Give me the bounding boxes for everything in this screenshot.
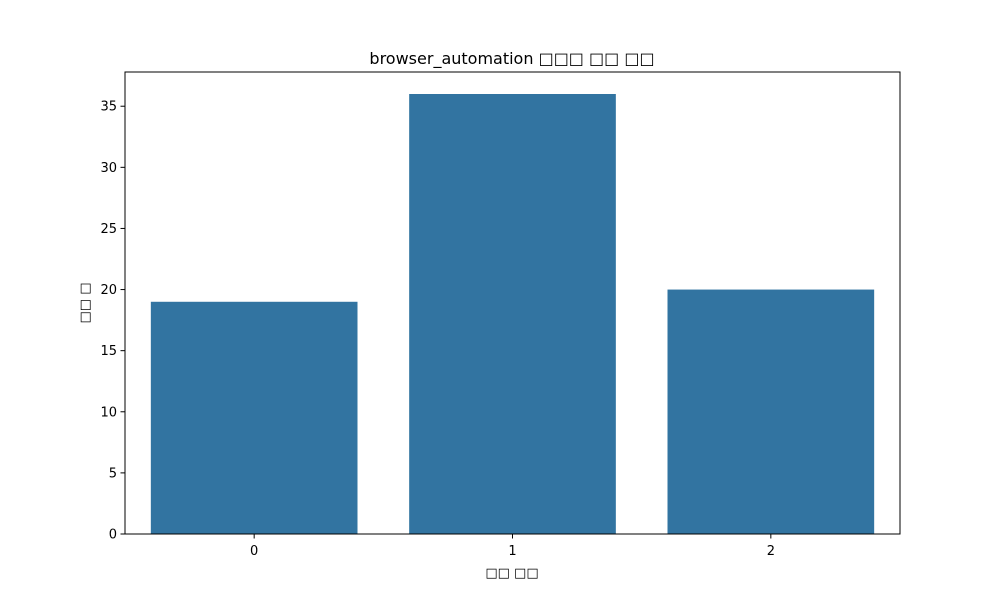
y-tick-label: 35	[100, 100, 117, 115]
x-tick-label: 0	[250, 544, 258, 559]
bar-2	[667, 289, 875, 534]
y-tick-label: 15	[100, 344, 117, 359]
x-axis-label: □□ □□	[485, 566, 538, 581]
y-tick-label: 30	[100, 161, 117, 176]
y-tick-label: 5	[109, 466, 117, 481]
x-tick-label: 2	[767, 544, 775, 559]
bars-layer	[150, 94, 875, 534]
chart-title: browser_automation □□□ □□ □□	[369, 49, 654, 69]
x-tick-label: 1	[508, 544, 516, 559]
y-tick-label: 25	[100, 222, 117, 237]
y-tick-label: 0	[109, 528, 117, 543]
axes-layer: 0 5 10 15 20 25 30 35 0 1 2	[100, 71, 901, 559]
y-tick-label: 20	[100, 283, 117, 298]
bar-0	[150, 301, 358, 534]
bar-1	[409, 94, 616, 534]
y-axis-label: □□ □	[78, 283, 93, 324]
y-tick-label: 10	[100, 405, 117, 420]
